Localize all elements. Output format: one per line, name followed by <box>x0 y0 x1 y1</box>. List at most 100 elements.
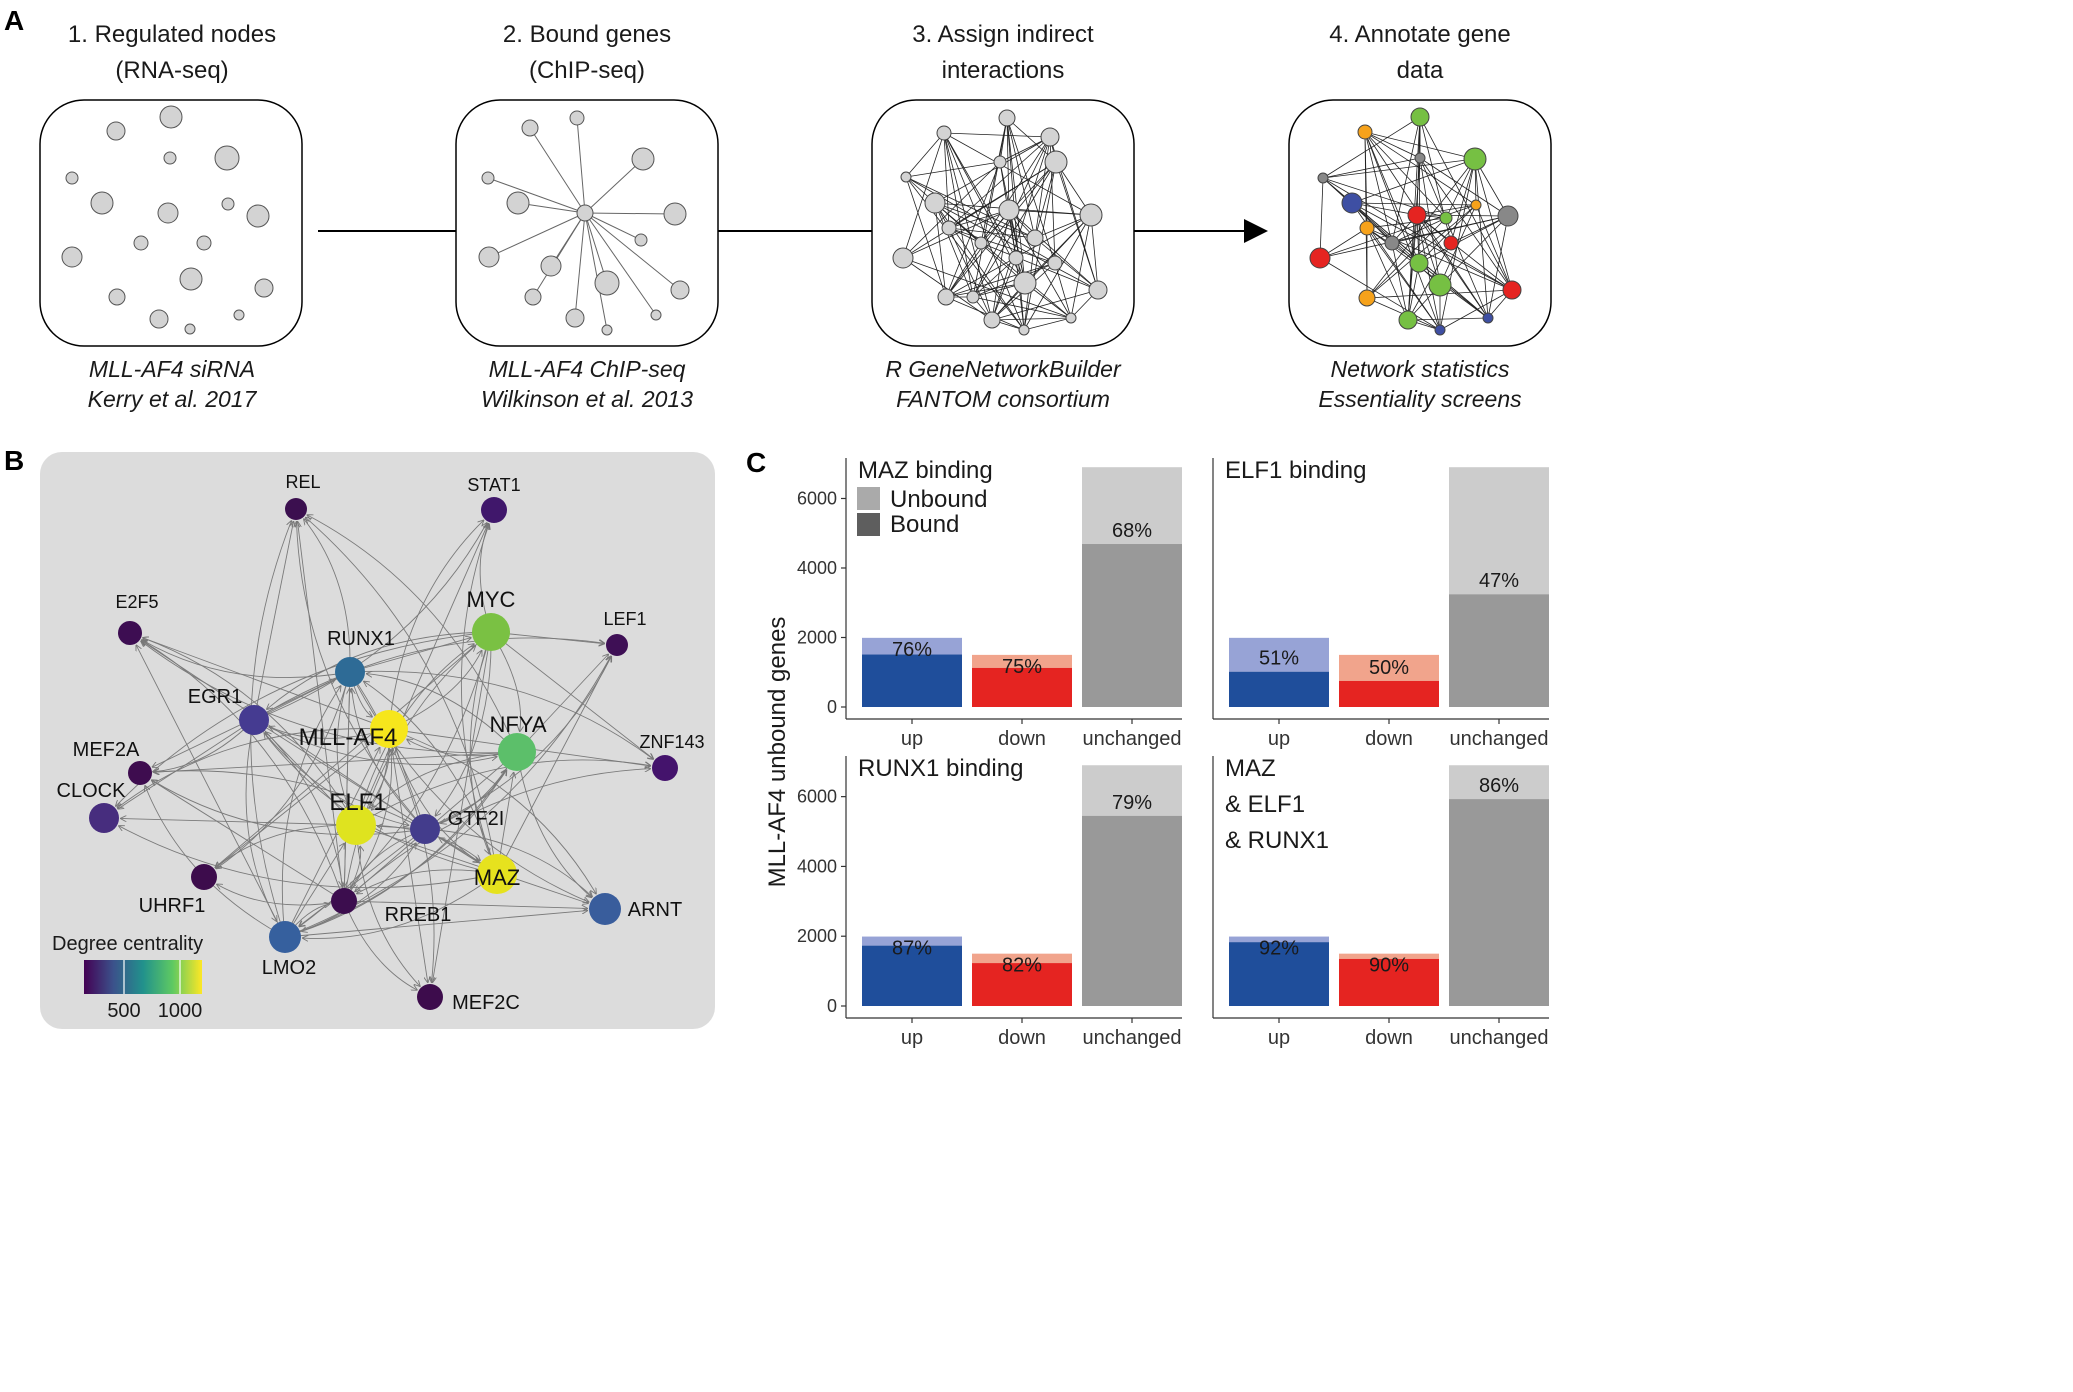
legend-colorbar <box>84 960 202 994</box>
node-label-elf1: ELF1 <box>329 789 386 816</box>
bar-up-unbound <box>1229 671 1329 707</box>
edge <box>972 296 1072 319</box>
regulatory-edge <box>355 524 488 826</box>
node <box>1497 205 1519 227</box>
edge <box>905 176 1056 264</box>
edge <box>1416 214 1509 217</box>
node-runx1 <box>335 657 365 687</box>
regulatory-edge <box>152 780 345 902</box>
edge <box>1023 317 1072 331</box>
edge <box>487 177 586 214</box>
y-axis-label: MLL-AF4 unbound genes <box>764 617 791 888</box>
regulatory-edge <box>303 873 498 938</box>
node <box>892 247 914 269</box>
edge <box>1419 157 1513 291</box>
bar-up-unbound <box>1229 942 1329 1006</box>
bar-down-bound <box>972 654 1072 668</box>
regulatory-edge <box>364 682 498 875</box>
edge <box>905 176 947 298</box>
hub-node <box>576 204 594 222</box>
regulatory-edge <box>424 657 611 830</box>
regulatory-edge <box>253 523 487 721</box>
node-label-stat1: STAT1 <box>467 475 520 495</box>
edge <box>1364 131 1477 206</box>
node-label-myc: MYC <box>467 587 516 612</box>
edge <box>948 227 993 321</box>
x-tick-label-unchanged: unchanged <box>1083 1027 1182 1049</box>
edge <box>1364 131 1421 159</box>
node <box>634 233 648 247</box>
edge <box>948 227 1036 239</box>
node <box>157 202 179 224</box>
node <box>61 246 83 268</box>
x-tick-label-up: up <box>901 1027 923 1049</box>
legend-swatch-unbound <box>857 487 880 510</box>
edge <box>943 132 1025 331</box>
node-mef2c <box>417 984 443 1010</box>
legend-label-bound: Bound <box>890 511 959 538</box>
node <box>246 204 270 228</box>
node-label-mef2c: MEF2C <box>452 992 520 1014</box>
regulatory-edge <box>460 524 498 875</box>
node <box>1309 247 1331 269</box>
step-3-caption-line-2: FANTOM consortium <box>896 386 1110 412</box>
percent-label-unchanged: 68% <box>1112 520 1152 542</box>
node-gtf2i <box>410 814 440 844</box>
edge <box>1391 217 1447 244</box>
step-3-caption-line-1: R GeneNetworkBuilder <box>885 356 1122 382</box>
step-4-title-line-2: data <box>1397 57 1444 84</box>
regulatory-edge <box>296 522 426 830</box>
percent-label-up: 92% <box>1259 938 1299 960</box>
node <box>90 191 114 215</box>
edge <box>1419 157 1441 286</box>
edge <box>991 317 1072 321</box>
node <box>214 145 240 171</box>
regulatory-edge <box>284 748 380 938</box>
bar-down-bound <box>1339 654 1439 681</box>
edge <box>584 212 642 241</box>
node <box>196 235 212 251</box>
edge <box>1364 131 1489 319</box>
node-label-uhrf1: UHRF1 <box>139 895 206 917</box>
edge <box>1364 131 1420 264</box>
edge <box>1351 202 1477 206</box>
node-label-egr1: EGR1 <box>188 686 242 708</box>
gene-regulatory-network: REL STAT1 E2F5 LEF1 MYC RUNX1 EGR1 MLL-AF4 NFYA Z… <box>57 472 705 1014</box>
edge <box>1023 161 1057 331</box>
node <box>254 278 274 298</box>
node <box>631 147 655 171</box>
node-label-runx1: RUNX1 <box>327 628 395 650</box>
edge <box>1407 262 1420 321</box>
step-1-caption-line-1: MLL-AF4 siRNA <box>89 356 255 382</box>
regulatory-edge <box>267 631 492 709</box>
node-myc <box>472 613 510 651</box>
regulatory-edge <box>367 674 518 753</box>
percent-label-unchanged: 86% <box>1479 775 1519 797</box>
node <box>941 220 957 236</box>
node <box>1409 253 1429 273</box>
edge <box>943 132 1017 259</box>
regulatory-edge <box>496 657 611 875</box>
percent-label-down: 90% <box>1369 955 1409 977</box>
edge <box>905 161 1001 178</box>
edge <box>1008 209 1072 319</box>
node <box>670 280 690 300</box>
node <box>1079 203 1103 227</box>
step-3-title-line-1: 3. Assign indirect <box>912 21 1094 48</box>
regulatory-edge <box>372 751 518 810</box>
node <box>565 308 585 328</box>
regulatory-edge <box>424 828 592 897</box>
regulatory-edge <box>306 518 498 875</box>
stacked-bar-charts: 0 2000 4000 6000 76% up 75% down 68% unchanged MAZ… <box>797 457 1549 1049</box>
node-label-lef1: LEF1 <box>603 609 646 629</box>
edge <box>576 117 586 214</box>
edge <box>943 132 993 321</box>
node <box>900 171 912 183</box>
edge <box>902 209 1010 259</box>
node <box>159 105 183 129</box>
edge <box>905 176 1036 239</box>
node-arnt <box>589 893 621 925</box>
node <box>1088 280 1108 300</box>
node-clock <box>89 803 119 833</box>
regulatory-edge <box>343 900 587 908</box>
